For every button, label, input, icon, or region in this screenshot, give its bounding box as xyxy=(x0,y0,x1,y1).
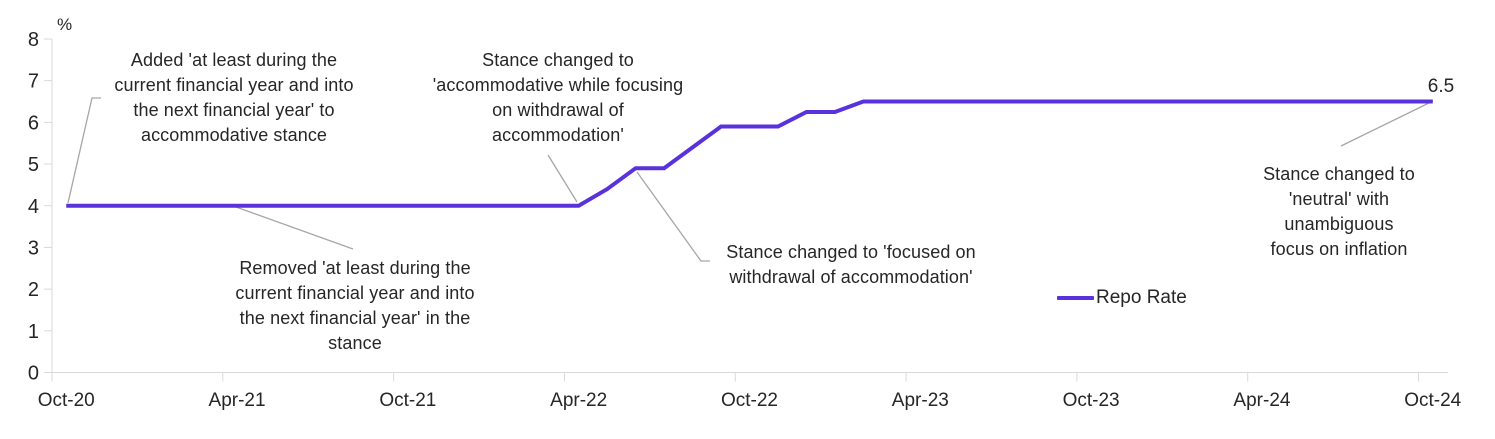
x-axis-label: Apr-23 xyxy=(892,390,949,411)
x-axis-label: Apr-21 xyxy=(209,390,266,411)
x-axis-label: Oct-21 xyxy=(379,390,436,411)
y-axis-label: 3 xyxy=(28,237,39,259)
annotation-text: Stance changed to 'focused on withdrawal… xyxy=(726,242,976,287)
y-axis-label: 7 xyxy=(28,71,39,93)
x-axis-label: Apr-24 xyxy=(1233,390,1290,411)
repo-rate-line xyxy=(66,99,1433,208)
y-axis-label: 6 xyxy=(28,112,39,134)
y-axis-label: 5 xyxy=(28,154,39,176)
y-axis-label: 2 xyxy=(28,279,39,301)
annotation-leader-line xyxy=(1340,100,1434,147)
end-value-label: 6.5 xyxy=(1427,76,1455,97)
y-axis-label: 8 xyxy=(28,29,39,51)
annotation-leader-line xyxy=(547,154,578,203)
y-axis-label: 1 xyxy=(28,321,39,343)
x-axis-label: Apr-22 xyxy=(550,390,607,411)
annotation-leader-line xyxy=(67,97,101,204)
annotation-text: Added 'at least during the current finan… xyxy=(114,50,354,145)
y-axis-unit-label: % xyxy=(57,15,73,34)
annotation-leader-line xyxy=(636,171,710,262)
annotation-text: Stance changed to 'neutral' with unambig… xyxy=(1263,164,1415,259)
legend-line-swatch xyxy=(1057,296,1094,300)
y-axis-label: 4 xyxy=(28,196,39,218)
x-axis-label: Oct-20 xyxy=(38,390,95,411)
annotation-text: Removed 'at least during the current fin… xyxy=(235,258,475,353)
legend-label: Repo Rate xyxy=(1096,287,1187,308)
x-axis-label: Oct-24 xyxy=(1404,390,1461,411)
annotation-text: Stance changed to 'accommodative while f… xyxy=(432,50,684,145)
x-axis-label: Oct-23 xyxy=(1063,390,1120,411)
x-axis-label: Oct-22 xyxy=(721,390,778,411)
annotation-leader-line xyxy=(235,206,354,250)
y-axis-label: 0 xyxy=(28,363,39,385)
legend: Repo Rate xyxy=(1057,287,1187,308)
